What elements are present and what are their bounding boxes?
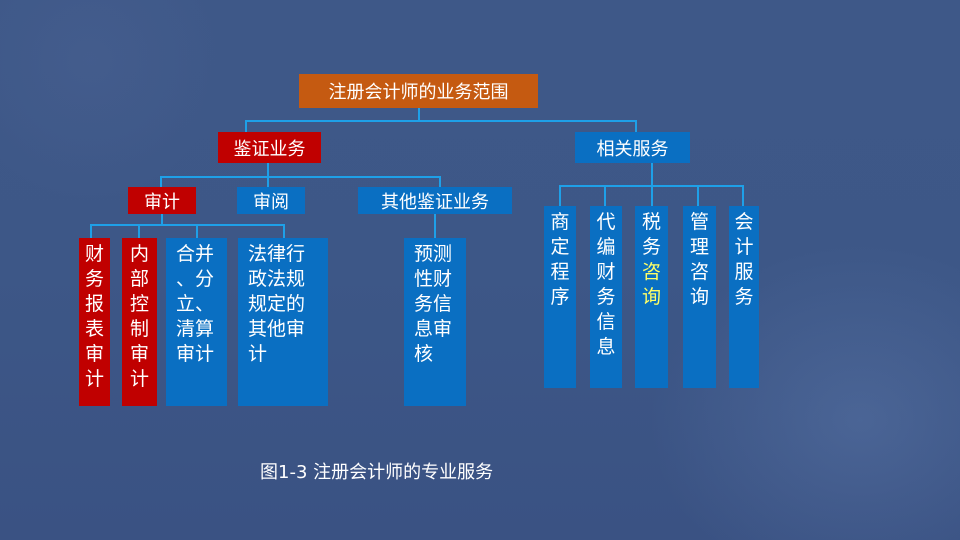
- connector: [604, 185, 606, 207]
- connector: [434, 214, 436, 238]
- leaf-text: 表: [84, 318, 104, 340]
- leaf-text: 理: [689, 236, 709, 258]
- node-review: 审阅: [237, 187, 305, 214]
- connector: [283, 224, 285, 238]
- connector: [439, 176, 441, 188]
- leaf-text: 财: [84, 243, 104, 265]
- connector: [161, 212, 163, 225]
- leaf-text: 息审: [414, 318, 453, 340]
- leaf-text: 审: [129, 343, 149, 365]
- leaf-text: 商: [550, 211, 570, 233]
- connector: [196, 224, 198, 238]
- connector: [697, 185, 699, 207]
- leaf-text: 审: [84, 343, 104, 365]
- leaf-text: 定: [550, 236, 570, 258]
- leaf-internal-control-audit: 内 部 控 制 审 计: [122, 238, 157, 406]
- leaf-text: 务: [734, 286, 754, 308]
- leaf-text: 财: [596, 261, 616, 283]
- connector: [267, 160, 269, 188]
- leaf-accounting-services: 会 计 服 务: [729, 206, 759, 388]
- leaf-text: 制: [129, 318, 149, 340]
- connector: [651, 185, 653, 207]
- leaf-text: 合并: [176, 243, 215, 265]
- leaf-text: 务: [84, 268, 104, 290]
- leaf-text: 息: [596, 336, 616, 358]
- leaf-text: 、分: [176, 268, 215, 290]
- connector: [418, 107, 420, 121]
- leaf-text: 信: [596, 311, 616, 333]
- leaf-text: 服: [734, 261, 754, 283]
- leaf-text: 规定的: [248, 293, 306, 315]
- leaf-compilation: 代 编 财 务 信 息: [590, 206, 622, 388]
- leaf-text: 预测: [414, 243, 453, 265]
- leaf-text: 务: [641, 236, 661, 258]
- leaf-tax-consulting: 税 务 咨 询: [635, 206, 668, 388]
- leaf-prospective-info-review: 预测 性财 务信 息审 核: [404, 238, 466, 406]
- root-node: 注册会计师的业务范围: [299, 74, 538, 108]
- leaf-text: 部: [129, 268, 149, 290]
- leaf-management-consulting: 管 理 咨 询: [683, 206, 716, 388]
- leaf-text: 税: [641, 211, 661, 233]
- connector: [90, 224, 92, 238]
- leaf-financial-statement-audit: 财 务 报 表 审 计: [79, 238, 110, 406]
- leaf-text: 内: [129, 243, 149, 265]
- leaf-text: 务: [596, 286, 616, 308]
- leaf-text: 务信: [414, 293, 453, 315]
- node-audit: 审计: [128, 187, 196, 214]
- leaf-text: 计: [734, 236, 754, 258]
- leaf-text: 序: [550, 286, 570, 308]
- leaf-text: 会: [734, 211, 754, 233]
- leaf-text: 代: [596, 211, 616, 233]
- leaf-text: 审计: [176, 343, 215, 365]
- node-other-assurance: 其他鉴证业务: [358, 187, 512, 214]
- connector: [160, 176, 162, 188]
- leaf-text: 编: [596, 236, 616, 258]
- connector: [90, 224, 285, 226]
- leaf-text: 性财: [414, 268, 453, 290]
- connector: [160, 176, 441, 178]
- node-assurance: 鉴证业务: [218, 132, 321, 163]
- leaf-text: 其他审: [248, 318, 306, 340]
- leaf-agreed-upon-procedures: 商 定 程 序: [544, 206, 576, 388]
- leaf-text: 计: [129, 368, 149, 390]
- leaf-text: 控: [129, 293, 149, 315]
- connector: [559, 185, 561, 207]
- leaf-text: 法律行: [248, 243, 306, 265]
- leaf-text: 清算: [176, 318, 215, 340]
- figure-caption: 图1-3 注册会计师的专业服务: [260, 462, 494, 483]
- leaf-text: 咨: [689, 261, 709, 283]
- connector: [742, 185, 744, 207]
- connector: [651, 162, 653, 186]
- leaf-text-highlighted: 咨: [641, 261, 661, 283]
- leaf-merger-audit: 合并 、分 立、 清算 审计: [166, 238, 227, 406]
- connector: [635, 120, 637, 133]
- leaf-text: 报: [84, 293, 104, 315]
- leaf-text: 核: [414, 343, 434, 365]
- leaf-text: 计: [84, 368, 104, 390]
- leaf-text: 询: [689, 286, 709, 308]
- connector: [245, 120, 247, 133]
- connector: [245, 120, 637, 122]
- leaf-other-statutory-audit: 法律行 政法规 规定的 其他审 计: [238, 238, 328, 406]
- connector: [138, 224, 140, 238]
- node-related-services: 相关服务: [575, 132, 690, 163]
- leaf-text-highlighted: 询: [641, 286, 661, 308]
- leaf-text: 政法规: [248, 268, 306, 290]
- leaf-text: 立、: [176, 293, 215, 315]
- leaf-text: 计: [248, 343, 268, 365]
- leaf-text: 程: [550, 261, 570, 283]
- leaf-text: 管: [689, 211, 709, 233]
